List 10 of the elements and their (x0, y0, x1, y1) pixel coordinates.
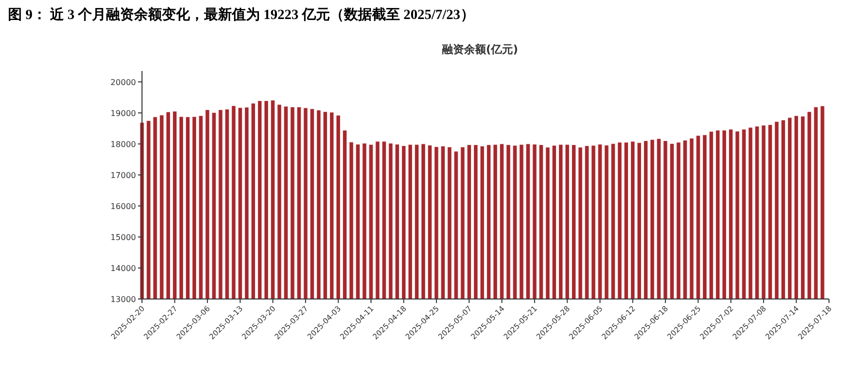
chart-subtitle: 融资余额(亿元) (442, 43, 518, 56)
y-tick-label: 13000 (110, 295, 136, 304)
y-tick-label: 20000 (110, 78, 136, 87)
y-tick-label: 15000 (110, 232, 136, 242)
y-tick-label: 14000 (110, 264, 136, 273)
y-tick-label: 19000 (110, 108, 136, 118)
chart-title: 图 9： 近 3 个月融资余额变化，最新值为 19223 亿元（数据截至 2025/7/23） (8, 6, 474, 23)
y-tick-label: 17000 (110, 170, 136, 180)
y-tick-label: 18000 (110, 140, 136, 149)
y-tick-label: 16000 (110, 202, 136, 211)
